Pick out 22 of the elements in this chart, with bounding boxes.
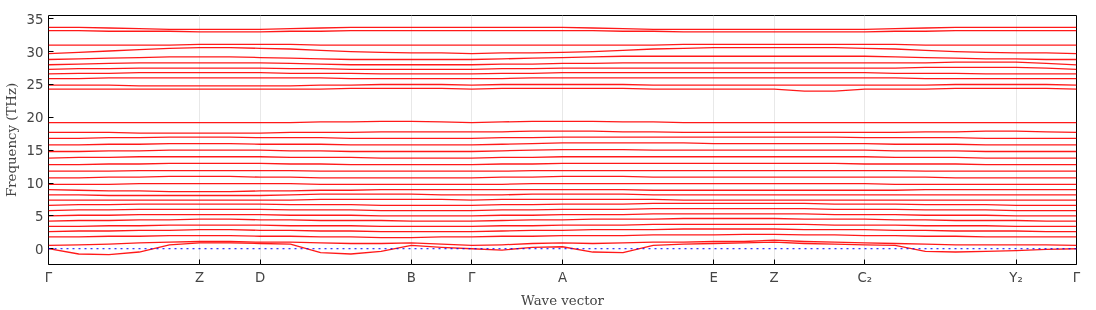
x-tick-label: Z <box>769 269 779 285</box>
y-tick-label: 25 <box>26 77 44 93</box>
y-tick-label: 5 <box>35 208 44 224</box>
x-tick-label: D <box>255 269 266 285</box>
y-tick-label: 15 <box>26 143 44 159</box>
x-tick-label: A <box>557 269 568 285</box>
y-tick-label: 0 <box>35 241 44 257</box>
x-tick-label: Γ <box>1072 269 1081 285</box>
y-tick-label: 20 <box>26 110 44 126</box>
line-series <box>48 241 1077 256</box>
x-tick-label: E <box>709 269 718 285</box>
x-tick-label: B <box>406 269 416 285</box>
x-tick-label: C₂ <box>857 269 873 285</box>
x-tick-label: Z <box>195 269 205 285</box>
x-tick-label: Γ <box>468 269 477 285</box>
y-tick-label: 10 <box>26 176 44 192</box>
y-axis-title: Frequency (THz) <box>3 82 19 198</box>
x-axis-title: Wave vector <box>521 292 605 308</box>
x-tick-label: Y₂ <box>1008 269 1023 285</box>
x-tick-label: Γ <box>44 269 53 285</box>
y-tick-label: 30 <box>26 44 44 60</box>
y-tick-label: 35 <box>26 11 44 27</box>
